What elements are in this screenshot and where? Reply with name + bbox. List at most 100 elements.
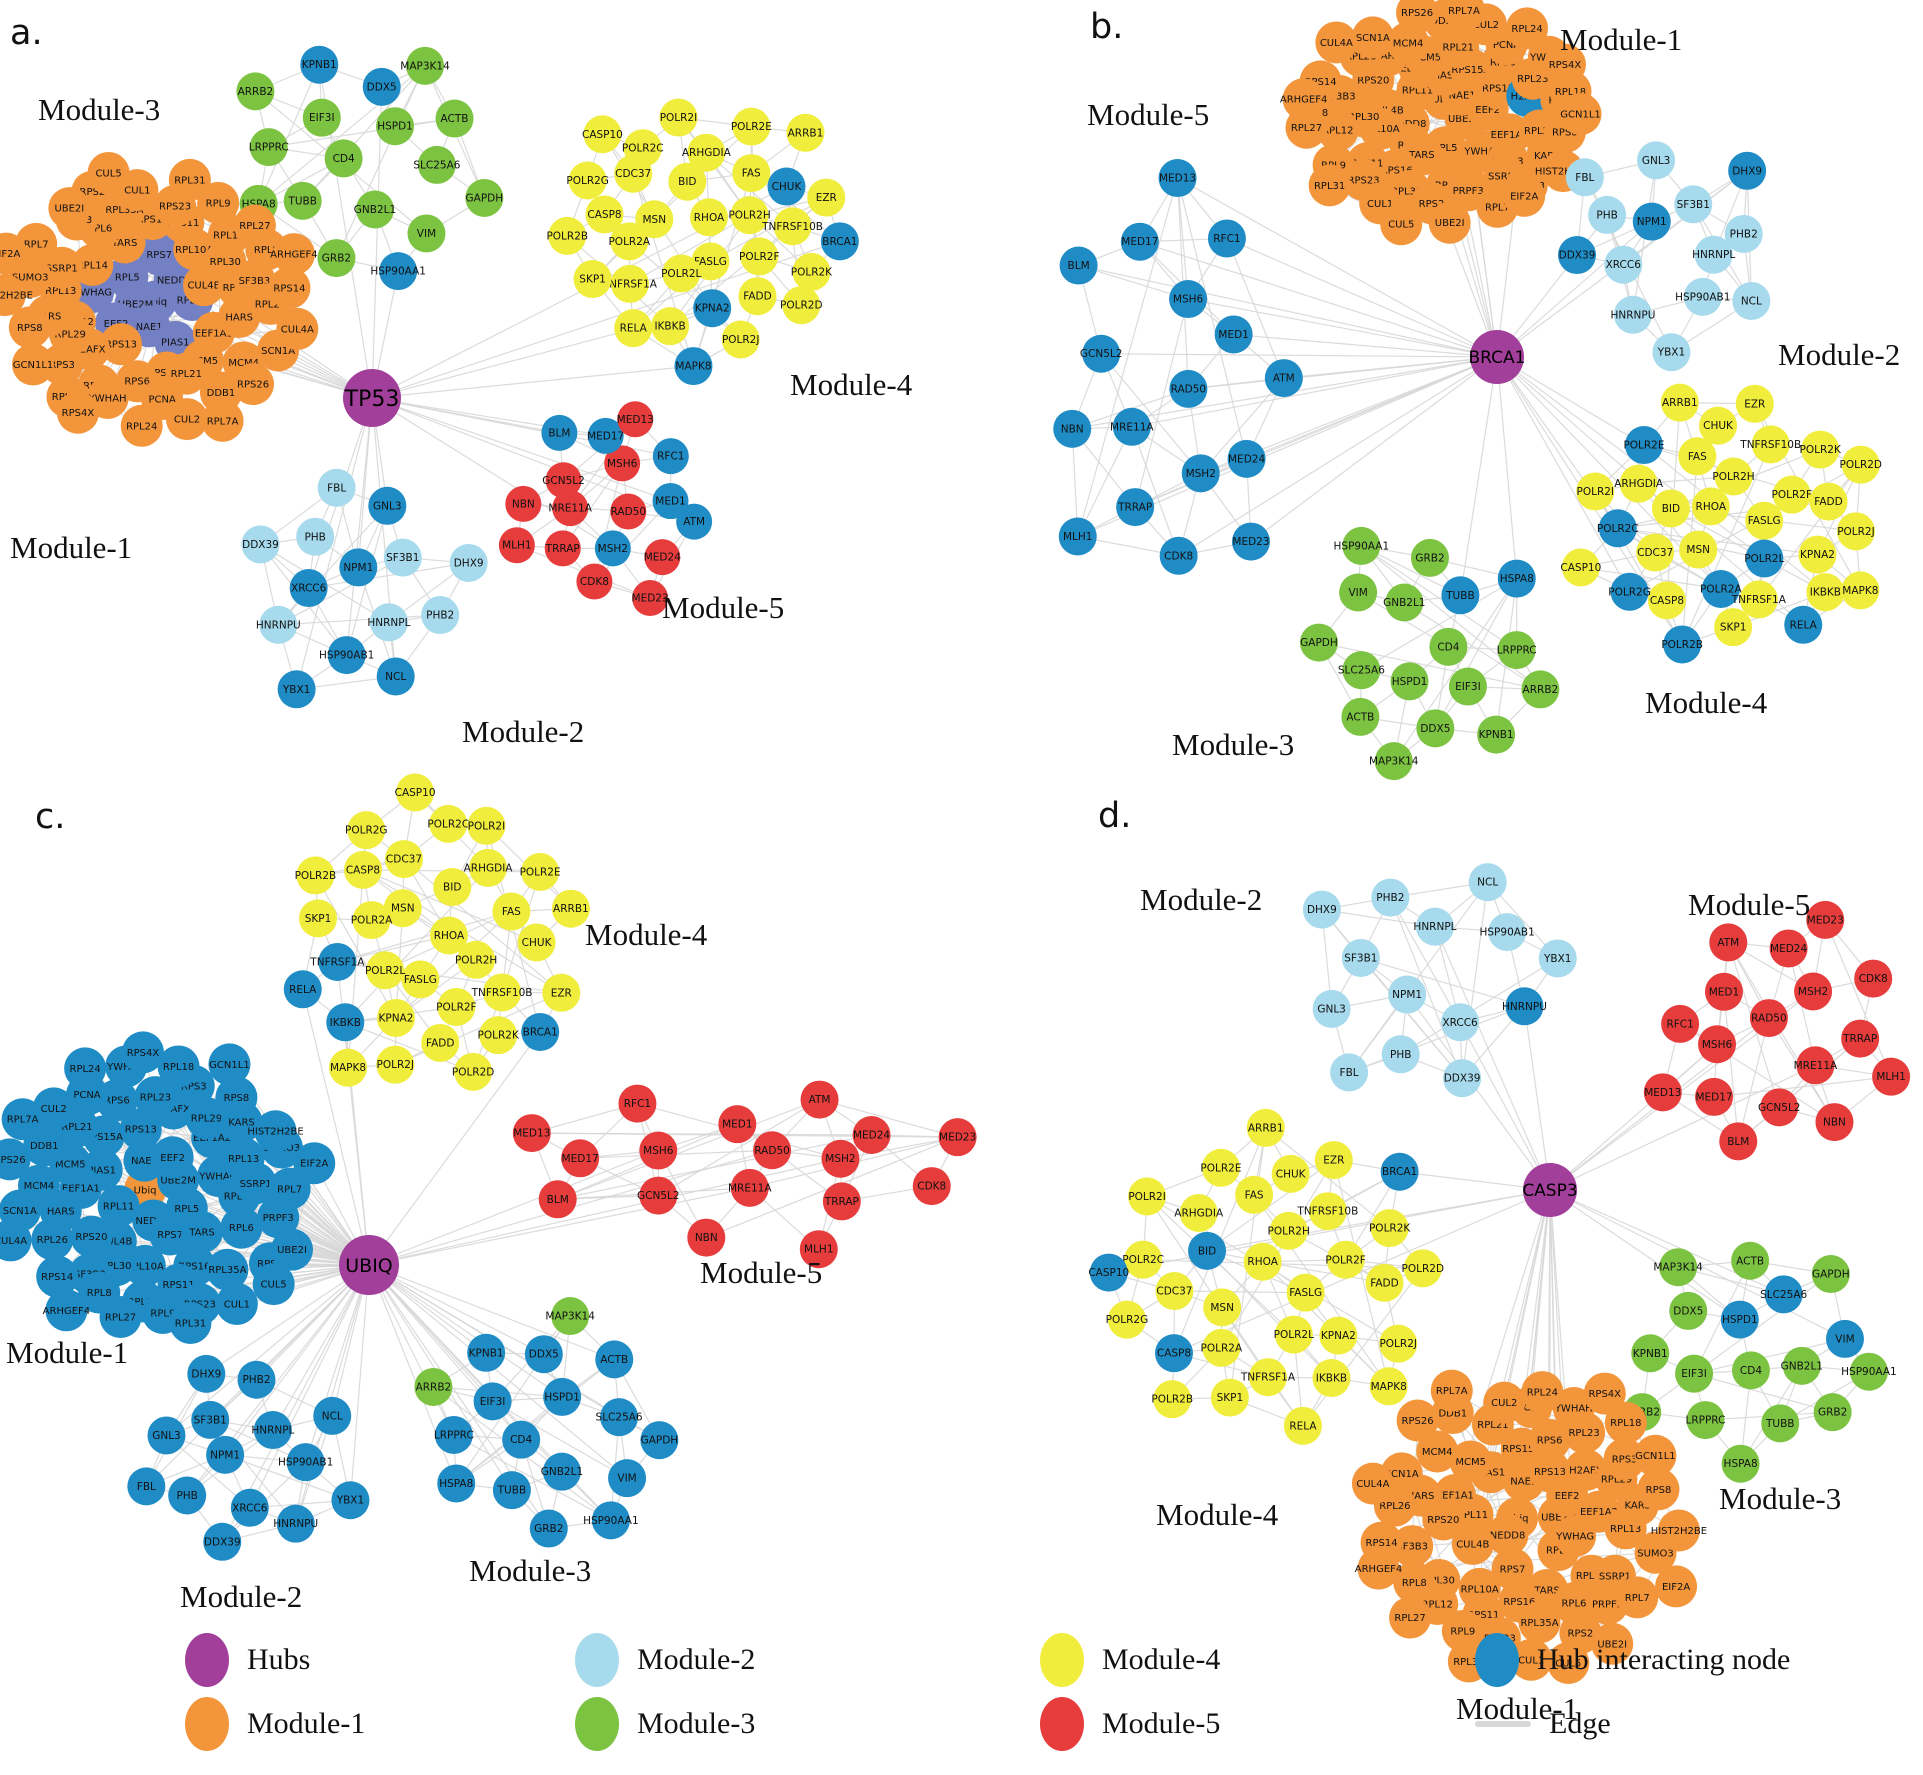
- gene-node-KPNB1: [300, 45, 339, 84]
- gene-node-POLR2J: [1836, 512, 1875, 551]
- gene-node-POLR2D: [782, 286, 821, 325]
- gene-node-HSP90AB1: [1488, 913, 1527, 952]
- hub-edge: [346, 397, 373, 656]
- gene-node-CDK8: [912, 1167, 951, 1206]
- module-module-1-b: UbiqUBE2MNEDD8NAE1RPL5RPL11EEF2RPS7PIAS1…: [1280, 0, 1602, 246]
- edge: [1077, 177, 1179, 537]
- gene-node-RPL27: [99, 1296, 142, 1339]
- module-label-d-m3: Module-3: [1719, 1481, 1841, 1516]
- hub-label-UBIQ: UBIQ: [345, 1255, 393, 1277]
- hub-edge: [1108, 1189, 1551, 1274]
- module-label-a-m4: Module-4: [790, 367, 913, 402]
- hub-edge: [371, 86, 383, 399]
- gene-node-UBE2I: [1591, 1622, 1634, 1665]
- gene-node-MED23: [632, 580, 669, 617]
- gene-node-MAPK8: [1369, 1367, 1408, 1406]
- gene-node-ARRB2: [414, 1367, 453, 1406]
- gene-node-SLC25A6: [1764, 1275, 1803, 1314]
- gene-node-MED13: [1643, 1073, 1682, 1112]
- gene-node-POLR2G: [1107, 1300, 1146, 1339]
- gene-node-HIST2H2BE: [254, 1110, 297, 1153]
- gene-node-HNRNPU: [1505, 987, 1544, 1026]
- hub-edge: [296, 397, 373, 690]
- gene-node-MSH2: [1794, 972, 1833, 1011]
- gene-node-ARHGEF4: [1282, 78, 1325, 121]
- module-label-c-m3: Module-3: [469, 1553, 591, 1588]
- module-label-d-m5: Module-5: [1688, 887, 1810, 922]
- module-label-c-m2: Module-2: [180, 1579, 302, 1614]
- gene-node-HNRNPL: [369, 603, 408, 642]
- gene-node-MED17: [587, 417, 624, 454]
- gene-node-RPS8: [1637, 1468, 1680, 1511]
- gene-node-RAD50: [753, 1131, 792, 1170]
- panel-c: RHOAFASLGMSNPOLR2HPOLR2LBIDPOLR2FPOLR2AF…: [0, 773, 977, 1561]
- edge: [1077, 426, 1133, 537]
- gene-node-RPL29: [185, 1097, 228, 1140]
- hub-edge: [1178, 356, 1498, 557]
- gene-node-CASP10: [396, 773, 435, 812]
- gene-node-XRCC6: [1604, 245, 1643, 284]
- gene-node-MED23: [1806, 900, 1845, 939]
- edge: [1617, 527, 1818, 556]
- gene-node-CUL5: [1380, 203, 1423, 246]
- gene-node-POLR2B: [1153, 1380, 1192, 1419]
- edge: [1400, 957, 1559, 1055]
- gene-node-ACTB: [435, 99, 474, 138]
- gene-node-SF3B1: [1674, 185, 1713, 224]
- gene-node-PHB: [1588, 195, 1627, 234]
- edge: [840, 1136, 958, 1160]
- edge: [1461, 882, 1489, 1079]
- edge: [1643, 444, 1826, 593]
- gene-node-POLR2C: [1124, 1240, 1163, 1279]
- gene-node-RFC1: [618, 1084, 657, 1123]
- gene-node-CDK8: [1854, 959, 1893, 998]
- gene-node-UBE2I: [270, 1228, 313, 1271]
- gene-node-MRE11A: [1796, 1046, 1835, 1085]
- gene-node-TRRAP: [1116, 488, 1155, 527]
- gene-node-KPNB1: [467, 1333, 506, 1372]
- gene-node-BRCA1: [521, 1013, 560, 1052]
- gene-node-RPL26: [31, 1218, 74, 1261]
- gene-node-MED1: [1704, 972, 1743, 1011]
- gene-node-TNFRSF10B: [773, 207, 812, 246]
- gene-node-DDX39: [1558, 236, 1597, 275]
- gene-node-RPL24: [1506, 7, 1549, 50]
- gene-node-POLR2F: [740, 237, 779, 276]
- gene-node-RPL35A: [206, 1248, 249, 1291]
- gene-node-RPS26: [0, 1138, 31, 1181]
- hub-edge: [1131, 356, 1498, 428]
- gene-node-PHB: [296, 517, 335, 556]
- gene-node-ARHGEF4: [45, 1289, 88, 1332]
- gene-node-RPL7: [1616, 1576, 1659, 1619]
- gene-node-GNL3: [147, 1416, 186, 1455]
- gene-node-KPNB1: [1631, 1334, 1670, 1373]
- gene-node-NCL: [1732, 281, 1771, 320]
- gene-node-KPNA2: [693, 289, 732, 328]
- hub-edge: [349, 1264, 370, 1501]
- hub-edge: [1549, 1064, 1816, 1191]
- module5-swatch-icon: [1040, 1697, 1084, 1751]
- gene-node-RPL11: [97, 1185, 140, 1228]
- gene-node-EZR: [542, 973, 581, 1012]
- gene-node-ARRB1: [1660, 383, 1699, 422]
- gene-node-ACTB: [595, 1340, 634, 1379]
- gene-node-RPS8: [215, 1076, 258, 1119]
- gene-node-MSH2: [821, 1139, 860, 1178]
- hub-edge: [1283, 356, 1498, 379]
- gene-node-TRRAP: [822, 1182, 861, 1221]
- gene-node-SF3B1: [191, 1400, 230, 1439]
- hub-edge: [1496, 356, 1518, 579]
- gene-node-CD4: [1429, 627, 1468, 666]
- gene-node-CUL5: [1547, 1642, 1590, 1685]
- gene-node-TNFRSF1A: [1248, 1358, 1287, 1397]
- gene-node-MED1: [1214, 315, 1253, 354]
- gene-node-RPL18: [157, 1045, 200, 1088]
- gene-node-TNFRSF1A: [1739, 580, 1778, 619]
- edge: [1131, 426, 1180, 556]
- gene-node-LRPPRC: [434, 1415, 473, 1454]
- gene-node-LRPPRC: [1497, 631, 1536, 670]
- gene-node-POLR2I: [1128, 1177, 1167, 1216]
- gene-node-RELA: [614, 309, 653, 348]
- module-module-2-b: NPM1HNRNPLXRCC6SF3B1HSP90AB1PHBPHB2HNRNP…: [1558, 141, 1771, 372]
- gene-node-CUL5: [252, 1263, 295, 1306]
